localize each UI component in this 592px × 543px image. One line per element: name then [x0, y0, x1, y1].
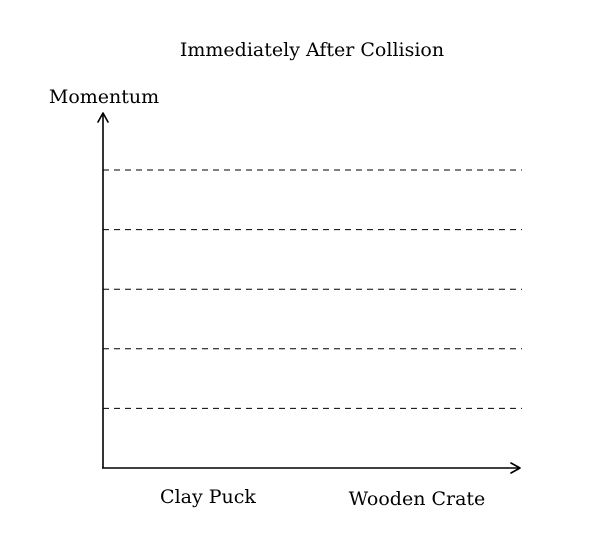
- x-tick-label-clay-puck: Clay Puck: [160, 486, 256, 508]
- chart-title: Immediately After Collision: [180, 39, 444, 61]
- gridlines: [103, 169, 522, 409]
- y-axis-label: Momentum: [49, 86, 159, 108]
- x-tick-label-wooden-crate: Wooden Crate: [349, 488, 486, 510]
- x-tick-labels: Clay Puck Wooden Crate: [160, 486, 485, 510]
